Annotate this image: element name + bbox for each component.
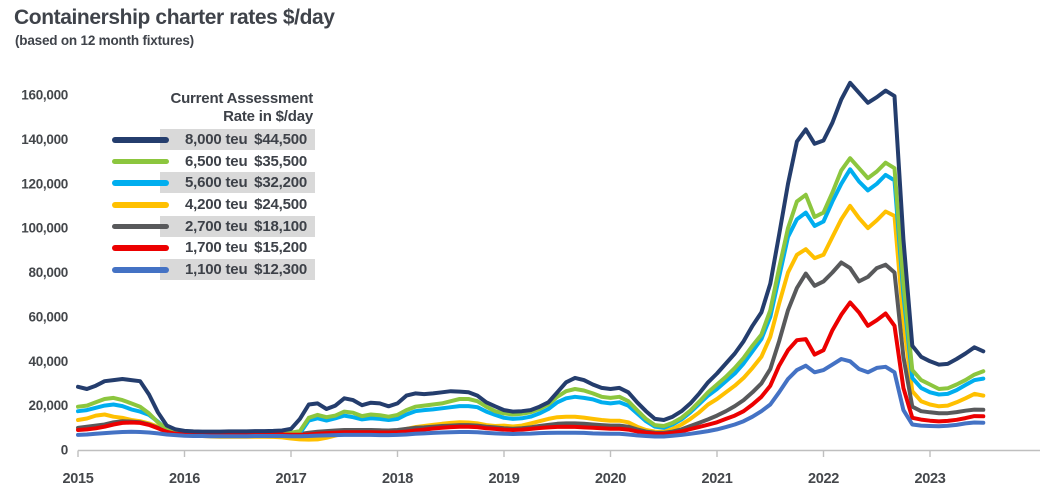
series-line-8-000-teu: [76, 80, 986, 434]
legend-swatch: [112, 223, 169, 230]
y-axis-tick-label: 120,000: [21, 176, 68, 191]
x-axis-tick-label: 2018: [382, 471, 413, 487]
y-axis-tick-label: 140,000: [21, 132, 68, 147]
legend-item: 5,600 teu $32,200: [110, 172, 315, 194]
chart-legend: Current Assessment Rate in $/day 8,000 t…: [110, 90, 315, 281]
legend-swatch: [112, 180, 169, 186]
page-subtitle: (based on 12 month fixtures): [15, 33, 194, 48]
legend-item: 1,100 teu $12,300: [110, 259, 315, 281]
y-axis-tick-label: 0: [61, 443, 68, 458]
y-axis-tick-label: 40,000: [29, 354, 69, 369]
x-axis-tick-label: 2021: [701, 471, 732, 487]
y-axis-tick-label: 80,000: [29, 265, 69, 280]
legend-item-value: $15,200: [254, 239, 307, 257]
legend-item-label: 8,000 teu: [185, 131, 248, 148]
x-axis-tick-label: 2023: [914, 471, 945, 487]
y-axis-tick-label: 160,000: [21, 88, 68, 103]
legend-item-label: 5,600 teu: [185, 174, 248, 192]
legend-item: 2,700 teu $18,100: [110, 215, 315, 238]
legend-item-label: 4,200 teu: [185, 196, 248, 214]
x-axis-tick-label: 2019: [488, 471, 519, 487]
legend-item-label: 1,100 teu: [185, 261, 248, 279]
series-line-1-100-teu: [76, 357, 986, 439]
x-axis-tick-label: 2016: [169, 471, 200, 487]
x-axis-tick-label: 2015: [62, 471, 93, 487]
x-axis-tick-label: 2022: [808, 471, 839, 487]
legend-item-value: $44,500: [254, 131, 307, 148]
legend-item: 6,500 teu $35,500: [110, 151, 315, 173]
legend-swatch: [112, 202, 169, 208]
legend-item-value: $24,500: [254, 196, 307, 214]
legend-item-label: 1,700 teu: [185, 239, 248, 257]
legend-row-band: [160, 172, 315, 194]
y-axis-tick-label: 20,000: [29, 398, 69, 413]
page-title: Containership charter rates $/day: [14, 6, 335, 29]
legend-item-label: 6,500 teu: [185, 152, 248, 170]
legend-item: 1,700 teu $15,200: [110, 237, 315, 259]
legend-swatch: [112, 267, 169, 273]
legend-row-band: [160, 129, 315, 150]
legend-header-line1: Current Assessment: [170, 90, 313, 107]
legend-item: 8,000 teu $44,500: [110, 129, 315, 151]
legend-rows: 8,000 teu $44,500 6,500 teu $35,500 5,600 te…: [110, 129, 315, 281]
legend-item: 4,200 teu $24,500: [110, 194, 315, 216]
legend-item-value: $18,100: [254, 217, 307, 235]
x-axis-tick-label: 2017: [275, 471, 306, 487]
legend-row-band: [160, 215, 315, 237]
legend-swatch: [112, 245, 169, 251]
y-axis-tick-label: 100,000: [21, 221, 68, 236]
legend-item-value: $35,500: [254, 152, 307, 170]
legend-swatch: [112, 137, 169, 143]
legend-item-label: 2,700 teu: [185, 217, 248, 235]
legend-item-value: $32,200: [254, 174, 307, 192]
legend-item-value: $12,300: [254, 261, 307, 279]
legend-swatch: [112, 158, 169, 165]
legend-row-band: [160, 259, 315, 281]
y-axis-tick-label: 60,000: [29, 309, 69, 324]
x-axis-tick-label: 2020: [595, 471, 626, 487]
legend-header-line2: Rate in $/day: [223, 108, 313, 125]
